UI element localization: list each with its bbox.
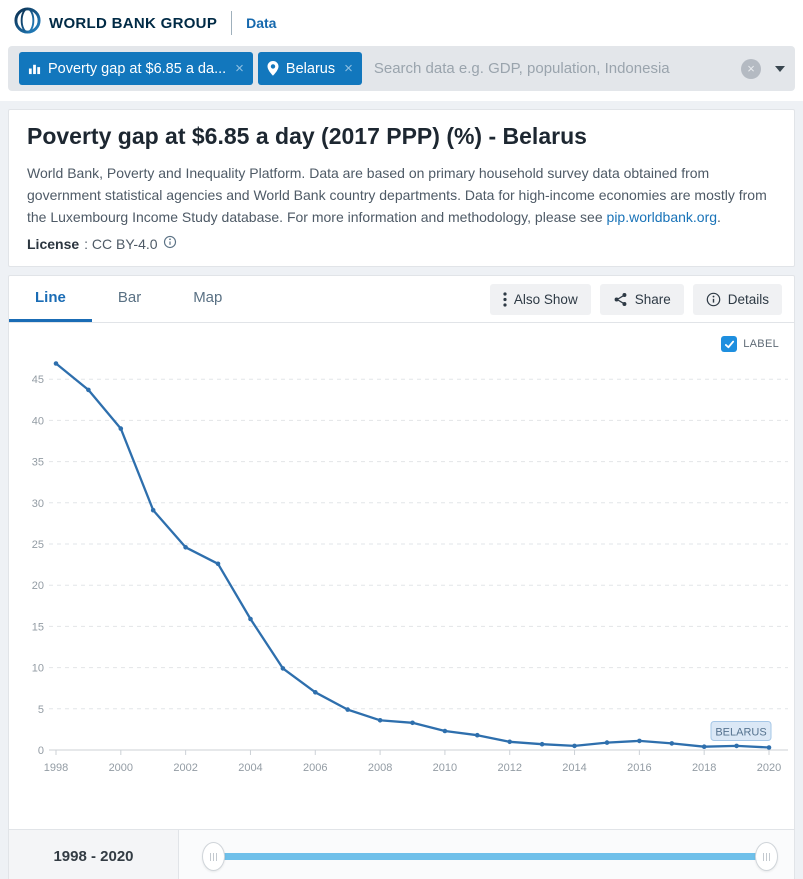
label-toggle[interactable]: LABEL: [721, 336, 779, 353]
slider-handle-max[interactable]: [755, 842, 778, 872]
svg-text:2014: 2014: [562, 762, 586, 774]
share-label: Share: [634, 291, 671, 307]
header-divider: [231, 11, 233, 35]
svg-text:2012: 2012: [497, 762, 521, 774]
clear-search-icon[interactable]: ×: [741, 58, 761, 79]
svg-text:10: 10: [32, 663, 44, 675]
svg-text:2016: 2016: [627, 762, 651, 774]
world-bank-logo[interactable]: WORLD BANK GROUP: [14, 7, 217, 39]
chart-area: LABEL 0 5 10 15 20 25 30 35 40 45 1998 2000 2002 2004…: [9, 323, 794, 829]
svg-text:35: 35: [32, 457, 44, 469]
svg-text:40: 40: [32, 416, 44, 428]
svg-text:1998: 1998: [44, 762, 68, 774]
page-title: Poverty gap at $6.85 a day (2017 PPP) (%…: [27, 123, 587, 149]
svg-text:BELARUS: BELARUS: [715, 727, 766, 739]
label-checkbox-text: LABEL: [743, 338, 779, 351]
description-period: .: [717, 209, 721, 226]
site-header: WORLD BANK GROUP Data Poverty gap at $6.…: [0, 0, 803, 101]
also-show-button[interactable]: Also Show: [489, 283, 591, 315]
globe-icon: [14, 7, 41, 39]
filter-chip-country[interactable]: Belarus ×: [257, 52, 362, 85]
svg-text:45: 45: [32, 375, 44, 387]
description-text: World Bank, Poverty and Inequality Platf…: [27, 165, 767, 226]
also-show-label: Also Show: [513, 291, 578, 307]
info-circle-icon: [706, 292, 721, 307]
svg-text:30: 30: [32, 498, 44, 510]
share-button[interactable]: Share: [599, 283, 684, 315]
remove-filter-icon[interactable]: ×: [344, 60, 353, 77]
svg-text:2004: 2004: [238, 762, 262, 774]
filter-chip-label: Poverty gap at $6.85 a da...: [48, 60, 227, 77]
time-slider-row: 1998 - 2020: [9, 829, 794, 879]
svg-text:5: 5: [38, 704, 44, 716]
license-value: : CC BY-4.0: [84, 235, 158, 252]
chevron-down-icon[interactable]: [775, 65, 785, 72]
share-icon: [613, 292, 628, 307]
info-icon[interactable]: [163, 235, 177, 252]
data-site-link[interactable]: Data: [246, 15, 277, 31]
svg-text:2008: 2008: [368, 762, 392, 774]
indicator-summary-card: Poverty gap at $6.85 a day (2017 PPP) (%…: [8, 109, 795, 268]
brand-name: WORLD BANK GROUP: [49, 14, 218, 32]
details-button[interactable]: Details: [692, 283, 782, 315]
svg-text:0: 0: [38, 745, 44, 757]
search-input[interactable]: [361, 60, 741, 77]
svg-text:2018: 2018: [692, 762, 716, 774]
svg-text:15: 15: [32, 622, 44, 634]
tab-map[interactable]: Map: [193, 289, 223, 307]
tab-line[interactable]: Line: [9, 276, 92, 323]
chart-card: Line Bar Map Also Show: [8, 275, 795, 879]
license-label: License: [27, 235, 80, 252]
svg-text:2000: 2000: [109, 762, 133, 774]
svg-text:20: 20: [32, 581, 44, 593]
svg-text:2006: 2006: [303, 762, 327, 774]
svg-text:2002: 2002: [173, 762, 197, 774]
slider-handle-min[interactable]: [202, 842, 225, 872]
svg-text:2010: 2010: [433, 762, 457, 774]
filter-chip-indicator[interactable]: Poverty gap at $6.85 a da... ×: [19, 52, 253, 85]
remove-filter-icon[interactable]: ×: [235, 60, 244, 77]
location-pin-icon: [267, 61, 279, 76]
search-bar: Poverty gap at $6.85 a da... × Belarus ×…: [8, 46, 795, 91]
svg-text:2020: 2020: [757, 762, 781, 774]
line-chart-svg[interactable]: 0 5 10 15 20 25 30 35 40 45 1998 2000 2002 2004 2006 20…: [9, 330, 796, 792]
tab-bar[interactable]: Bar: [117, 289, 142, 307]
chart-tabbar: Line Bar Map Also Show: [9, 276, 794, 324]
kebab-menu-icon: [503, 292, 507, 307]
indicator-description: World Bank, Poverty and Inequality Platf…: [27, 162, 776, 228]
license-row: License : CC BY-4.0: [27, 235, 776, 252]
slider-track[interactable]: [214, 853, 766, 861]
year-range-label: 1998 - 2020: [9, 830, 179, 879]
label-checkbox[interactable]: [721, 336, 738, 353]
filter-chip-label: Belarus: [285, 60, 336, 77]
pip-link[interactable]: pip.worldbank.org: [606, 209, 718, 226]
details-label: Details: [727, 291, 769, 307]
year-slider: [179, 830, 794, 879]
bar-chart-icon: [28, 62, 41, 75]
svg-text:25: 25: [32, 539, 44, 551]
